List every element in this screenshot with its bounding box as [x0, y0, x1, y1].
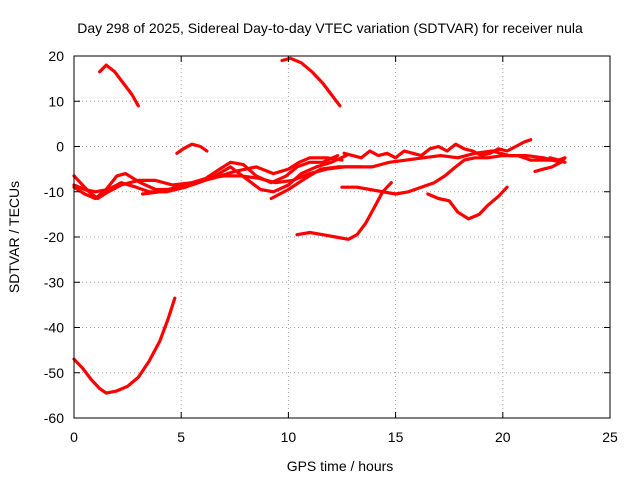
- series-arc-12: [295, 181, 393, 241]
- y-tick-label: 10: [48, 93, 64, 109]
- y-tick-label: -30: [44, 274, 64, 290]
- y-tick-label: 0: [56, 139, 64, 155]
- x-tick-label: 5: [177, 429, 185, 445]
- x-axis-label: GPS time / hours: [287, 458, 394, 474]
- series-arc-3: [72, 296, 177, 395]
- y-tick-label: -40: [44, 320, 64, 336]
- series-arc-1: [98, 63, 140, 108]
- series-arc-4: [175, 142, 209, 155]
- series-arc-2: [280, 56, 342, 108]
- series-arc-10: [342, 138, 533, 160]
- y-axis-label: SDTVAR / TECUs: [6, 181, 22, 293]
- y-tick-label: -50: [44, 365, 64, 381]
- series-layer: [72, 56, 567, 395]
- y-tick-label: 20: [48, 48, 64, 64]
- x-tick-label: 20: [495, 429, 511, 445]
- series-arc-14: [533, 156, 567, 173]
- y-tick-label: -10: [44, 184, 64, 200]
- x-tick-label: 15: [388, 429, 404, 445]
- y-tick-label: -20: [44, 229, 64, 245]
- x-tick-label: 10: [281, 429, 297, 445]
- tick-layer: 0 5 10 15 20 25 -60 -50 -40 -30 -20 -10 0 10 20: [44, 48, 618, 445]
- chart-title: Day 298 of 2025, Sidereal Day-to-day VTE…: [77, 20, 583, 36]
- series-arc-7: [72, 154, 348, 201]
- series-arc-11: [340, 154, 567, 196]
- series-arc-6: [72, 154, 340, 194]
- x-tick-label: 0: [70, 429, 78, 445]
- y-tick-label: -60: [44, 410, 64, 426]
- x-tick-label: 25: [602, 429, 618, 445]
- series-arc-13: [426, 185, 509, 221]
